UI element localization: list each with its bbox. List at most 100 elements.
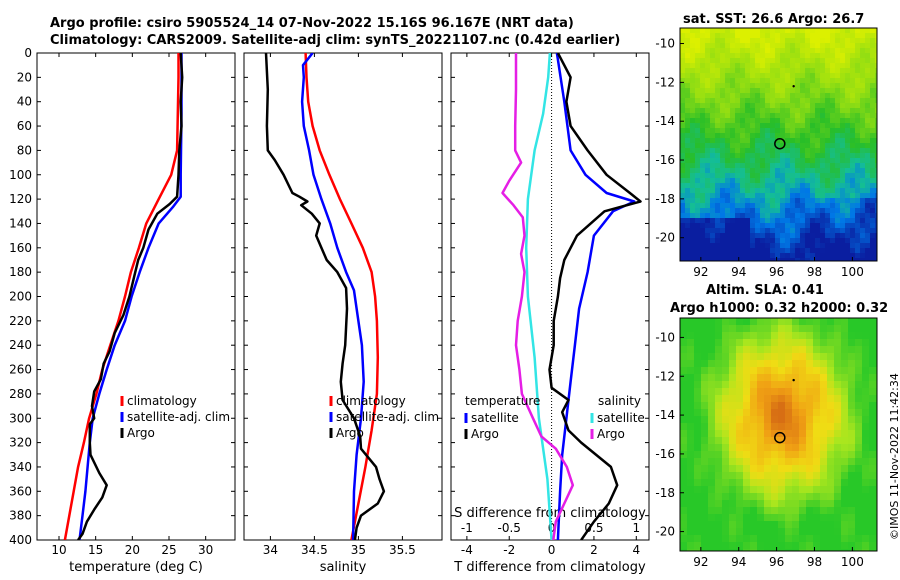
sst-map-cell	[725, 178, 731, 184]
sst-map-cell	[870, 63, 876, 69]
sla-map-cell	[694, 479, 702, 487]
sst-map-cell	[735, 178, 741, 184]
sst-map-cell	[820, 223, 826, 229]
sst-map-cell	[850, 208, 856, 214]
sst-map-cell	[790, 53, 796, 59]
sst-map-cell	[850, 38, 856, 44]
sst-map-cell	[800, 163, 806, 169]
sla-map-cell	[813, 402, 821, 410]
sla-map-cell	[722, 521, 730, 529]
sst-map-cell	[695, 133, 701, 139]
sst-map-cell	[840, 198, 846, 204]
sst-map-cell	[805, 103, 811, 109]
sst-map-cell	[835, 138, 841, 144]
sst-map-cell	[800, 73, 806, 79]
sst-map-cell	[805, 203, 811, 209]
sst-map-cell	[780, 233, 786, 239]
sst-map-cell	[730, 203, 736, 209]
sst-map-cell	[765, 108, 771, 114]
sla-map-cell	[687, 507, 695, 515]
sla-map-cell	[792, 360, 800, 368]
sst-map-cell	[710, 78, 716, 84]
sst-map-cell	[765, 138, 771, 144]
sst-map-cell	[875, 48, 878, 54]
sst-map-cell	[685, 43, 691, 49]
sla-map-cell	[869, 360, 877, 368]
sst-map-cell	[875, 143, 878, 149]
sst-map-cell	[750, 63, 756, 69]
sst-map-cell	[795, 168, 801, 174]
sst-map-cell	[785, 118, 791, 124]
sst-map-cell	[780, 98, 786, 104]
sla-map-cell	[820, 332, 828, 340]
sst-map-cell	[695, 143, 701, 149]
sla-map-cell	[750, 423, 758, 431]
sst-map-cell	[780, 73, 786, 79]
sst-map-small-marker	[792, 85, 795, 88]
sst-map-cell	[805, 188, 811, 194]
sla-map-cell	[834, 430, 842, 438]
sst-map-cell	[825, 128, 831, 134]
sst-map-cell	[775, 98, 781, 104]
sst-map-cell	[695, 238, 701, 244]
sst-map-cell	[735, 258, 741, 262]
sst-map-cell	[840, 28, 846, 34]
sla-map-cell	[792, 374, 800, 382]
sla-map-cell	[736, 514, 744, 522]
sst-map-cell	[735, 28, 741, 34]
sst-map-cell	[820, 253, 826, 259]
sst-map-cell	[720, 153, 726, 159]
difference-xtick-label: 0	[548, 543, 556, 557]
sst-map-cell	[755, 203, 761, 209]
sst-map-cell	[860, 223, 866, 229]
sst-map-cell	[875, 103, 878, 109]
sst-map-cell	[860, 148, 866, 154]
sst-map-cell	[875, 193, 878, 199]
sst-map-cell	[715, 153, 721, 159]
sst-map-cell	[715, 78, 721, 84]
sst-map-cell	[845, 28, 851, 34]
depth-tick-label: 220	[9, 314, 32, 328]
sla-map-cell	[778, 395, 786, 403]
sla-map-cell	[722, 416, 730, 424]
sst-map-cell	[730, 68, 736, 74]
sla-map-cell	[827, 486, 835, 494]
sst-map-cell	[710, 218, 716, 224]
sst-map-cell	[710, 168, 716, 174]
sla-map-cell	[869, 493, 877, 501]
sst-map-cell	[690, 108, 696, 114]
sst-map-cell	[730, 243, 736, 249]
sla-map-cell	[785, 472, 793, 480]
sst-map-cell	[750, 68, 756, 74]
sla-map-cell	[764, 542, 772, 550]
sla-map-cell	[701, 430, 709, 438]
sst-map-cell	[800, 53, 806, 59]
sla-map-cell	[813, 465, 821, 473]
sst-map-cell	[765, 68, 771, 74]
sst-map-cell	[710, 243, 716, 249]
sst-map-cell	[790, 88, 796, 94]
sst-map-cell	[810, 58, 816, 64]
sla-map-cell	[694, 458, 702, 466]
sla-map-cell	[869, 542, 877, 550]
sst-map-cell	[770, 238, 776, 244]
sst-map-cell	[685, 103, 691, 109]
sst-map-cell	[785, 78, 791, 84]
sla-map-cell	[848, 318, 856, 326]
sla-map-cell	[855, 332, 863, 340]
salinity-series-climatology	[304, 53, 380, 540]
sst-map-cell	[740, 143, 746, 149]
sla-map-cell	[785, 409, 793, 417]
sst-map-cell	[875, 78, 878, 84]
sla-map-cell	[862, 507, 870, 515]
sla-map-cell	[764, 493, 772, 501]
sla-map-cell	[848, 514, 856, 522]
sla-map-cell	[827, 437, 835, 445]
sla-map-cell	[680, 535, 688, 543]
sla-map-cell	[792, 318, 800, 326]
sst-map-cell	[730, 213, 736, 219]
sla-map-cell	[862, 346, 870, 354]
sla-map-cell	[820, 479, 828, 487]
sst-map-cell	[860, 158, 866, 164]
sst-map-cell	[820, 43, 826, 49]
